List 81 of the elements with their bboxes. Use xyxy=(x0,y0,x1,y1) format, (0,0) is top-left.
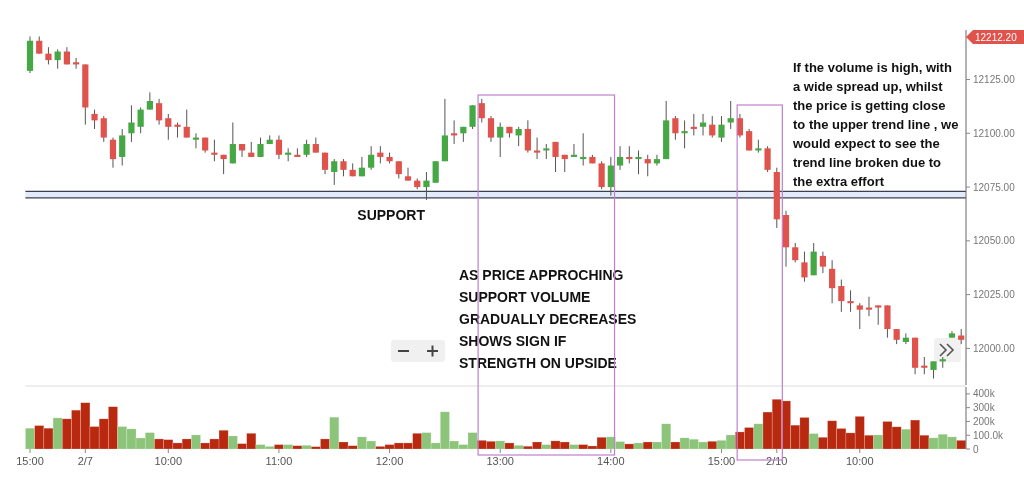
x-tick-label: 15:00 xyxy=(16,455,44,467)
candlestick xyxy=(331,158,338,186)
candlestick xyxy=(533,137,541,160)
candlestick xyxy=(211,139,218,162)
candlestick xyxy=(718,115,725,143)
x-tick-label: 10:00 xyxy=(846,455,874,467)
x-tick-label: 13:00 xyxy=(486,455,514,467)
y-tick-label: 0 xyxy=(973,443,979,455)
candlestick xyxy=(155,98,163,126)
candlestick xyxy=(681,119,688,149)
candlestick xyxy=(275,134,283,160)
candlestick xyxy=(165,113,172,141)
x-tick-label: 12:00 xyxy=(375,455,404,467)
candlestick xyxy=(229,122,236,164)
y-tick-label: 12000.00 xyxy=(973,342,1016,354)
candlestick xyxy=(146,91,153,111)
y-tick-label: 12125.00 xyxy=(973,73,1016,85)
x-tick-label: 2/7 xyxy=(77,455,93,467)
candlestick xyxy=(607,156,614,197)
candlestick xyxy=(727,100,734,130)
y-tick-label: 12025.00 xyxy=(973,289,1016,301)
x-tick-label: 10:00 xyxy=(154,455,183,467)
candlestick xyxy=(128,104,135,143)
candlestick xyxy=(598,160,605,190)
candlestick xyxy=(856,302,863,330)
x-tick-label: 2/10 xyxy=(766,455,788,467)
candlestick xyxy=(478,98,485,124)
candlestick xyxy=(368,145,375,171)
candlestick xyxy=(183,109,190,139)
candlestick xyxy=(810,242,817,276)
candlestick xyxy=(764,145,771,173)
x-tick-label: 15:00 xyxy=(707,455,736,467)
y-tick-label: 12100.00 xyxy=(973,127,1016,139)
candlestick xyxy=(73,57,80,70)
candlestick xyxy=(497,122,504,158)
y-tick-label: 12050.00 xyxy=(973,235,1016,247)
candlestick xyxy=(616,145,624,171)
y-tick-label: 100.0k xyxy=(973,429,1005,441)
y-tick-label: 12075.00 xyxy=(973,181,1016,193)
candlestick xyxy=(819,251,826,274)
candlestick xyxy=(524,119,531,154)
candlestick xyxy=(838,279,845,313)
y-tick-label: 400k xyxy=(973,388,996,400)
candlestick xyxy=(432,160,439,184)
candlestick xyxy=(469,104,476,130)
candlestick xyxy=(884,304,891,339)
candlestick xyxy=(54,48,61,70)
candlestick xyxy=(875,304,882,326)
candlestick xyxy=(100,115,107,143)
candlestick xyxy=(109,137,117,169)
candlestick xyxy=(423,171,430,201)
candlestick xyxy=(847,289,854,313)
annotation: AS PRICE APPROCHING SUPPORT VOLUME GRADUALLY DECREASES SHOWS SIGN IF STRENGTH ON UPSIDE xyxy=(459,267,637,371)
candlestick xyxy=(552,141,559,173)
x-tick-label: 14:00 xyxy=(597,455,625,467)
candlestick xyxy=(690,113,697,136)
candlestick xyxy=(580,132,587,167)
candlestick xyxy=(238,143,246,158)
annotation: If the volume is high, with a wide spread up, whilst the price is getting close to the upper trend line , we would expect to see the trend line broken due to the extra effort xyxy=(792,60,959,189)
x-tick-label: 11:00 xyxy=(265,455,293,467)
candlestick xyxy=(451,119,458,145)
candlestick xyxy=(865,296,873,317)
band-label: SUPPORT xyxy=(357,206,426,223)
y-tick-label: 200k xyxy=(973,415,996,427)
candlestick xyxy=(404,167,412,182)
candlestick xyxy=(672,115,679,141)
candlestick xyxy=(137,106,144,134)
candlestick xyxy=(570,143,578,158)
text: 12212.20 xyxy=(975,31,1018,43)
y-tick-label: 300k xyxy=(973,402,996,414)
candlestick xyxy=(257,137,264,158)
candlestick xyxy=(192,132,200,149)
candlestick xyxy=(801,251,808,283)
candlestick xyxy=(709,115,716,139)
candlestick xyxy=(487,115,495,143)
candlestick xyxy=(515,126,522,147)
candlestick xyxy=(635,149,642,175)
candlestick xyxy=(792,242,799,263)
candlestick xyxy=(119,128,126,167)
candlestick xyxy=(829,259,836,304)
candlestick xyxy=(91,109,98,130)
